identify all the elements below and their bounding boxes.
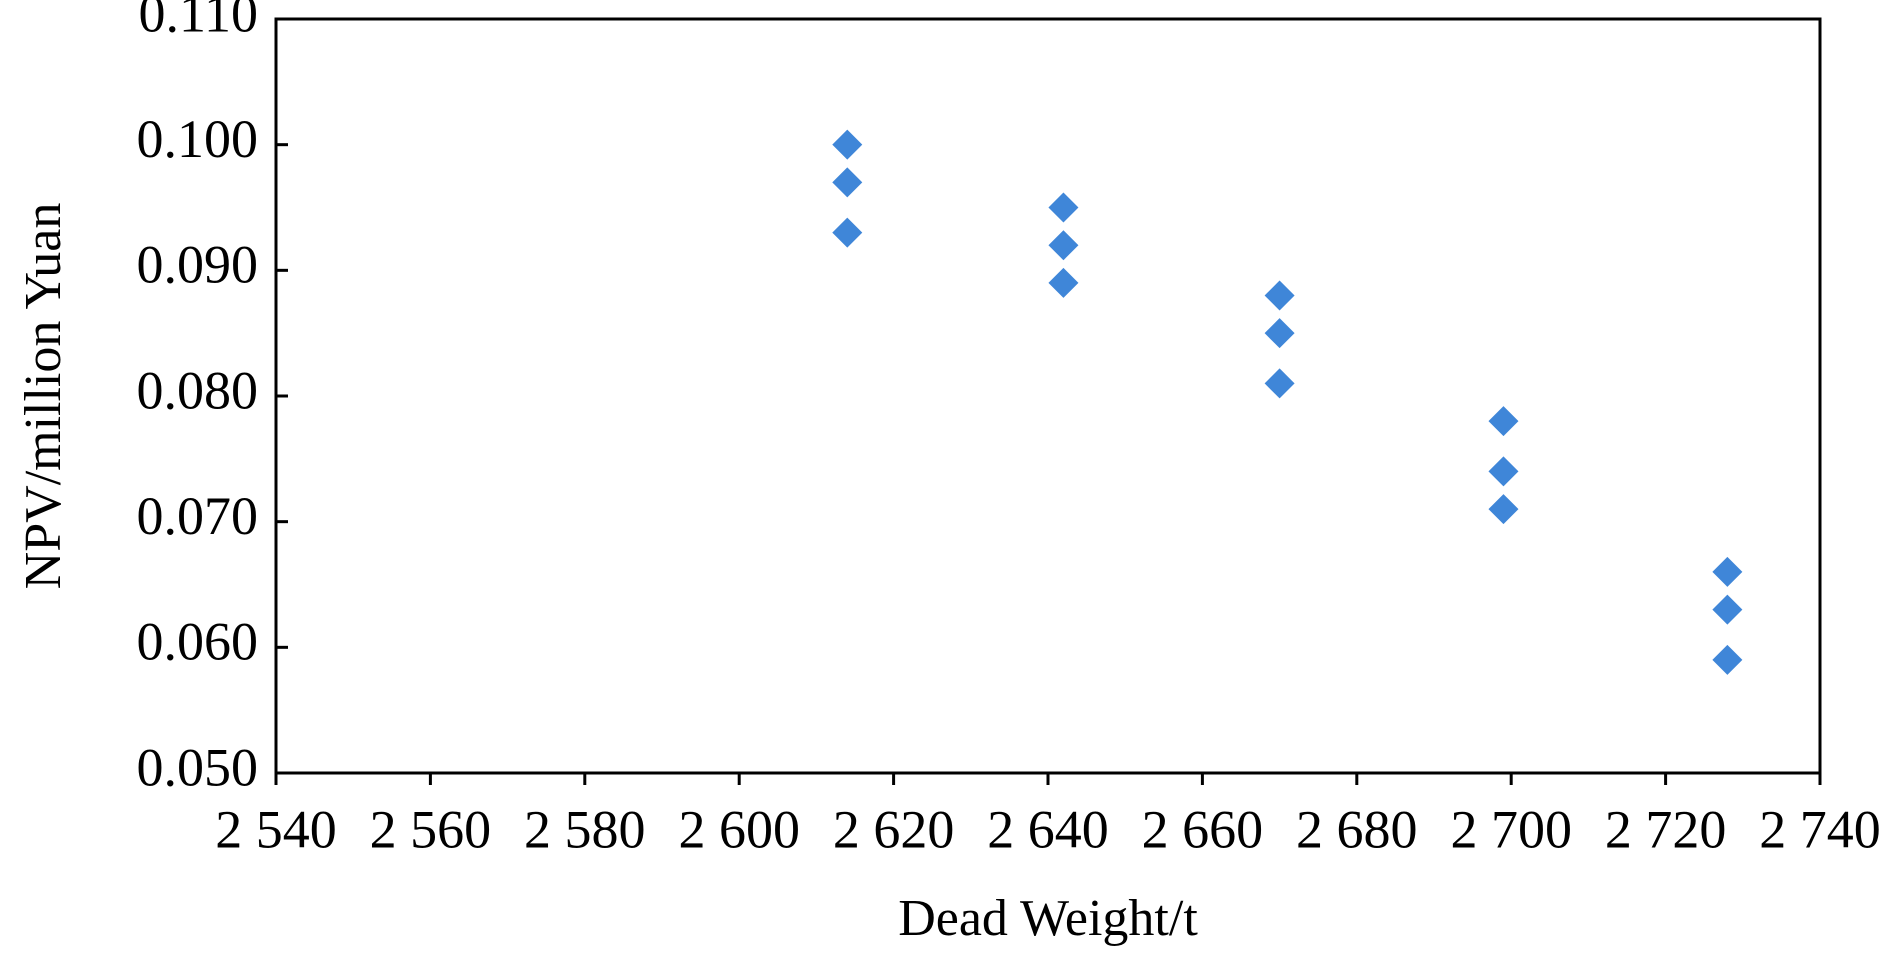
x-tick-label: 2 740 <box>1759 799 1881 859</box>
x-tick-label: 2 680 <box>1296 799 1418 859</box>
x-tick-label: 2 560 <box>370 799 492 859</box>
x-tick-label: 2 720 <box>1605 799 1727 859</box>
point <box>832 167 863 198</box>
point <box>1048 192 1079 223</box>
y-tick-label: 0.110 <box>139 0 259 43</box>
x-axis-title: Dead Weight/t <box>898 890 1198 947</box>
point <box>1488 494 1519 525</box>
x-tick-label: 2 640 <box>987 799 1109 859</box>
point <box>1264 368 1295 399</box>
point <box>1712 556 1743 587</box>
y-tick-label: 0.080 <box>137 360 259 420</box>
point <box>1264 318 1295 349</box>
x-tick-label: 2 660 <box>1142 799 1264 859</box>
x-tick-label: 2 620 <box>833 799 955 859</box>
y-tick-label: 0.060 <box>137 612 259 672</box>
point <box>1712 594 1743 625</box>
y-tick-label: 0.050 <box>137 737 259 797</box>
y-tick-label: 0.100 <box>137 109 259 169</box>
x-tick-label: 2 580 <box>524 799 646 859</box>
y-tick-label: 0.090 <box>137 235 259 295</box>
point <box>832 129 863 160</box>
point <box>1048 267 1079 298</box>
point <box>1264 280 1295 311</box>
point <box>1488 406 1519 437</box>
point <box>1712 644 1743 675</box>
x-tick-label: 2 700 <box>1450 799 1572 859</box>
y-tick-label: 0.070 <box>137 486 259 546</box>
x-tick-label: 2 600 <box>678 799 800 859</box>
point <box>1488 456 1519 487</box>
point <box>832 217 863 248</box>
point <box>1048 230 1079 261</box>
y-axis-title: NPV/million Yuan <box>15 203 72 590</box>
x-tick-label: 2 540 <box>215 799 337 859</box>
plot-frame <box>274 17 1822 775</box>
